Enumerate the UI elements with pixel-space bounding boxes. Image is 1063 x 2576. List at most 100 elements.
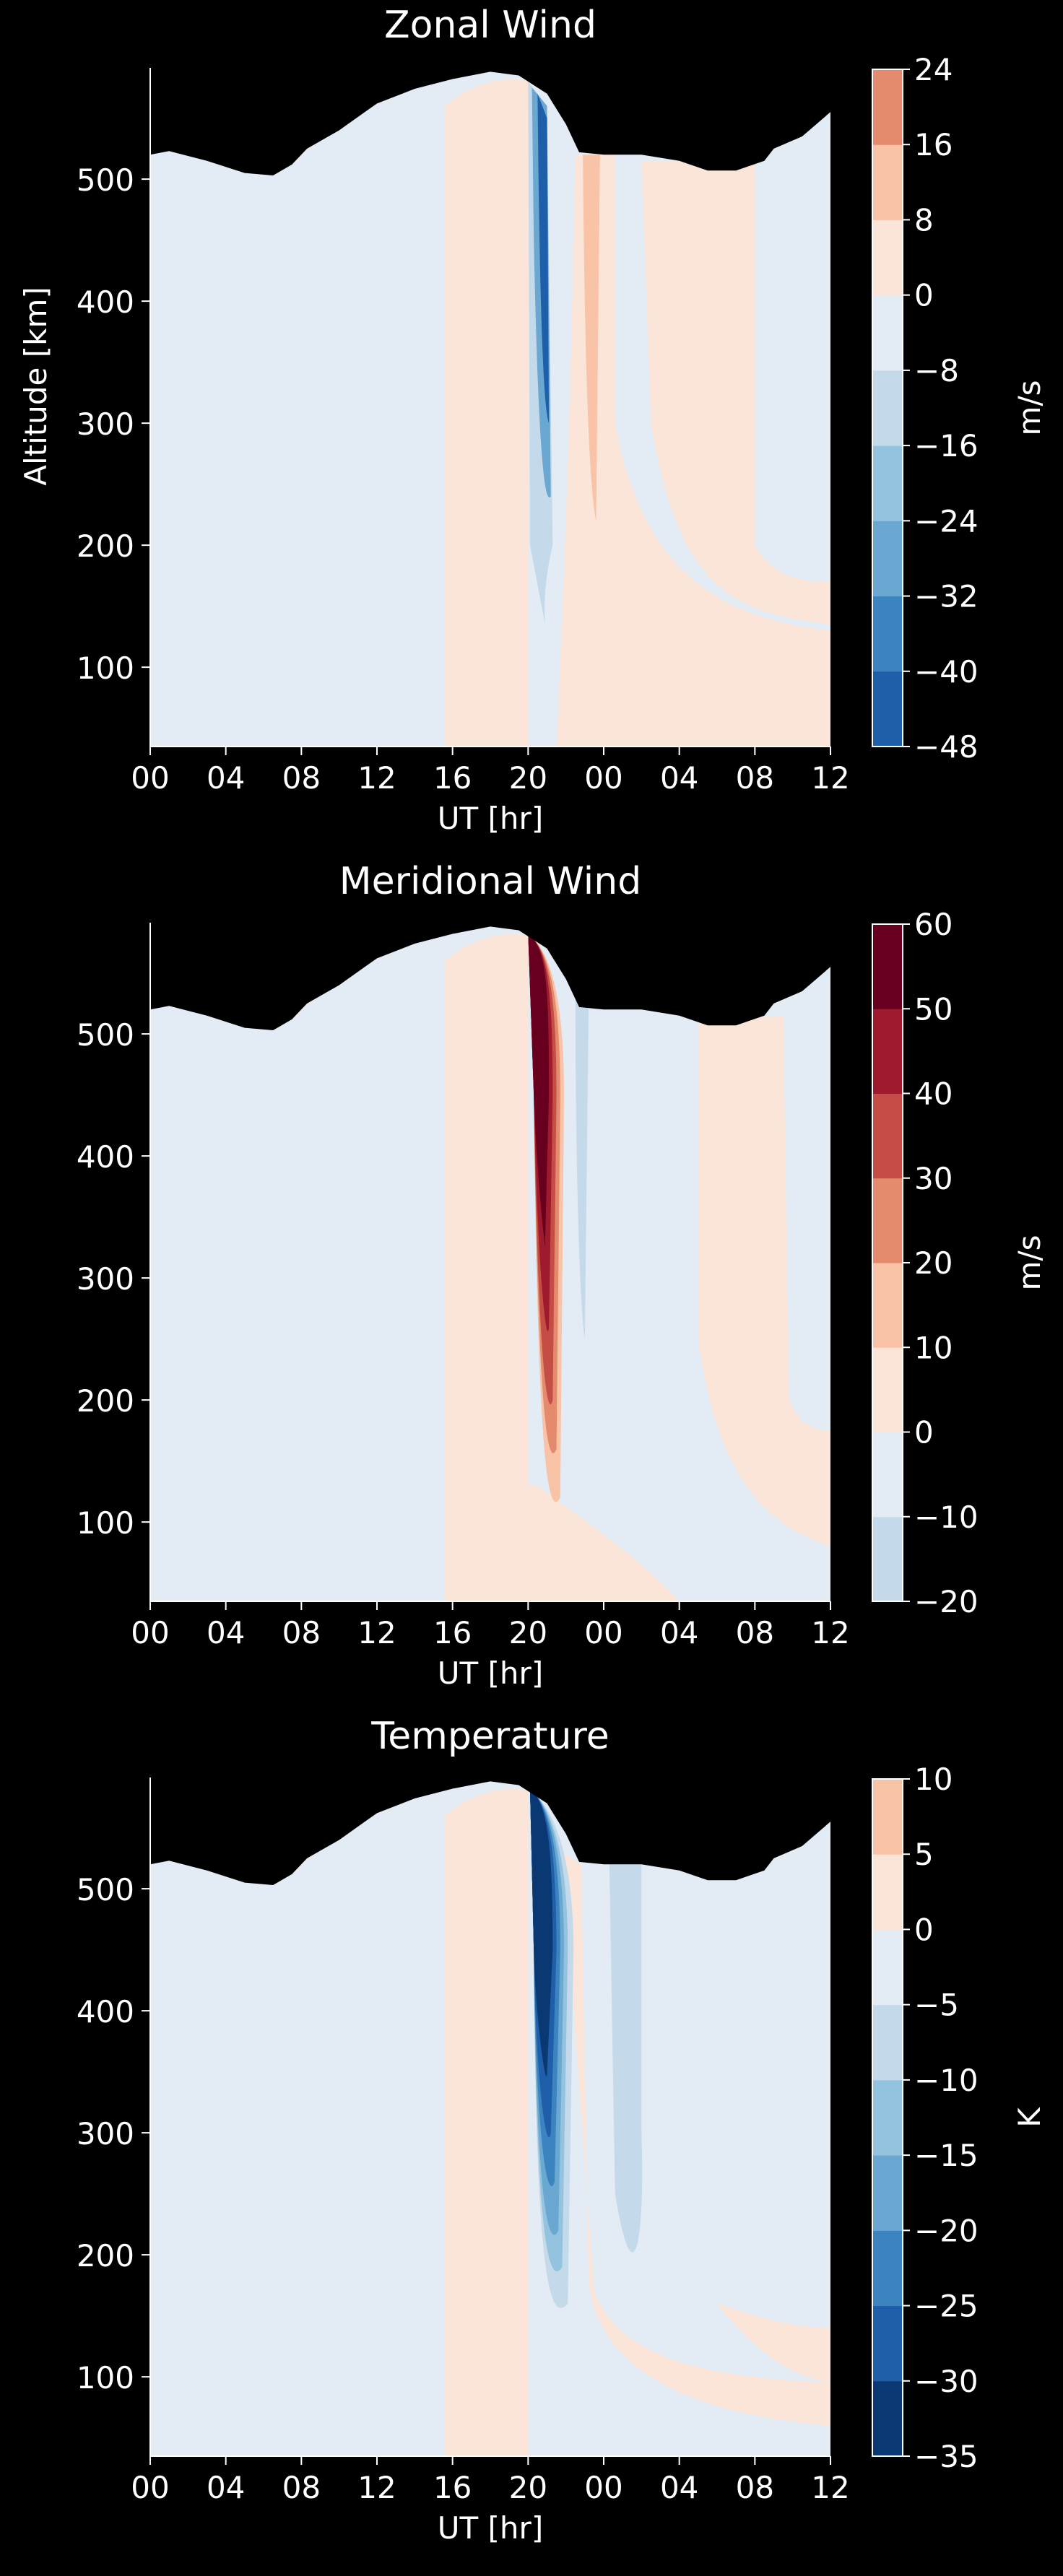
- colorbar-band: [872, 219, 903, 296]
- colorbar-tick-label: 30: [914, 1161, 953, 1196]
- x-tick-label: 00: [131, 1615, 169, 1650]
- colorbar-band: [872, 370, 903, 446]
- chart-title: Zonal Wind: [384, 4, 596, 47]
- colorbar-tick-label: 0: [914, 278, 934, 313]
- colorbar-tick-label: −25: [914, 2289, 979, 2324]
- x-axis-label: UT [hr]: [438, 2510, 543, 2546]
- x-tick-label: 08: [736, 2470, 774, 2505]
- contour-band: [445, 79, 529, 747]
- colorbar-tick-label: −48: [914, 729, 979, 765]
- colorbar-tick-label: −10: [914, 1500, 979, 1535]
- upper-boundary-mask: [150, 68, 830, 176]
- colorbar-tick-label: −16: [914, 428, 979, 464]
- contour-band: [445, 1485, 680, 1601]
- contour-band: [537, 93, 550, 424]
- colorbar-tick-label: −30: [914, 2364, 979, 2399]
- x-tick-label: 08: [282, 2470, 321, 2505]
- x-tick-label: 00: [131, 760, 169, 796]
- colorbar-tick-label: 0: [914, 1415, 934, 1450]
- x-tick-label: 08: [282, 1615, 321, 1650]
- x-tick-label: 00: [584, 760, 622, 796]
- x-tick-label: 08: [736, 760, 774, 796]
- contour-band: [641, 160, 830, 625]
- colorbar-tick-label: 5: [914, 1837, 934, 1872]
- contour-band: [575, 985, 589, 1339]
- x-tick-label: 20: [509, 760, 547, 796]
- colorbar-tick-label: 60: [914, 907, 953, 942]
- contour-band: [609, 1864, 643, 2253]
- x-tick-label: 12: [357, 1615, 396, 1650]
- contour-band: [556, 155, 830, 747]
- colorbar-band: [872, 1347, 903, 1432]
- contour-band: [717, 2303, 830, 2383]
- colorbar-band: [872, 2004, 903, 2081]
- colorbar-band: [872, 1009, 903, 1094]
- colorbar-band: [872, 596, 903, 672]
- x-tick-label: 12: [357, 2470, 396, 2505]
- colorbar-band: [872, 1516, 903, 1602]
- contour-band: [698, 1015, 830, 1546]
- colorbar-tick-label: −10: [914, 2063, 979, 2098]
- colorbar-tick-label: −5: [914, 1988, 959, 2023]
- y-tick-label: 100: [77, 1505, 134, 1541]
- colorbar-tick-label: −32: [914, 579, 979, 614]
- colorbar-tick-label: 16: [914, 127, 953, 162]
- x-tick-label: 12: [811, 1615, 849, 1650]
- colorbar-tick-label: −20: [914, 2213, 979, 2248]
- colorbar-band: [872, 2230, 903, 2307]
- colorbar-band: [872, 69, 903, 145]
- contour-band: [445, 1788, 529, 2456]
- y-axis-label: Altitude [km]: [18, 287, 53, 485]
- colorbar-tick-label: 10: [914, 1330, 953, 1365]
- colorbar-tick-label: −24: [914, 503, 979, 539]
- contour-band: [528, 934, 550, 1246]
- x-axis-label: UT [hr]: [438, 801, 543, 836]
- y-tick-label: 200: [77, 528, 134, 564]
- colorbar-tick-label: 8: [914, 202, 934, 238]
- x-tick-label: 04: [207, 1615, 245, 1650]
- x-tick-label: 00: [584, 1615, 622, 1650]
- y-tick-label: 500: [77, 1017, 134, 1053]
- y-tick-label: 300: [77, 406, 134, 442]
- x-tick-label: 00: [584, 2470, 622, 2505]
- colorbar-band: [872, 2380, 903, 2457]
- colorbar-band: [872, 1779, 903, 1855]
- colorbar-frame: [872, 69, 903, 747]
- colorbar-label: m/s: [1012, 380, 1047, 436]
- x-tick-label: 12: [811, 760, 849, 796]
- colorbar-band: [872, 295, 903, 371]
- colorbar-tick-label: 0: [914, 1912, 934, 1947]
- x-tick-label: 04: [207, 2470, 245, 2505]
- y-tick-label: 400: [77, 1994, 134, 2029]
- colorbar-band: [872, 445, 903, 521]
- colorbar-band: [872, 1263, 903, 1348]
- x-tick-label: 20: [509, 1615, 547, 1650]
- colorbar-tick-label: −40: [914, 654, 979, 689]
- colorbar-label: K: [1012, 2107, 1047, 2128]
- x-tick-label: 16: [433, 760, 472, 796]
- colorbar-tick-label: −8: [914, 353, 959, 388]
- contour-band: [529, 1788, 550, 2016]
- colorbar-tick-label: 40: [914, 1076, 953, 1112]
- x-tick-label: 12: [811, 2470, 849, 2505]
- colorbar-label: m/s: [1012, 1235, 1047, 1291]
- x-tick-label: 04: [207, 760, 245, 796]
- colorbar-band: [872, 1093, 903, 1179]
- y-tick-label: 400: [77, 1139, 134, 1175]
- colorbar-band: [872, 2155, 903, 2231]
- colorbar-band: [872, 924, 903, 1009]
- x-axis-label: UT [hr]: [438, 1655, 543, 1691]
- colorbar-tick-label: 24: [914, 52, 953, 87]
- contour-band: [445, 934, 529, 1601]
- x-tick-label: 12: [357, 760, 396, 796]
- x-tick-label: 08: [736, 1615, 774, 1650]
- y-tick-label: 300: [77, 1261, 134, 1297]
- colorbar-band: [872, 2079, 903, 2156]
- colorbar-band: [872, 144, 903, 220]
- colorbar-band: [872, 1929, 903, 2006]
- colorbar-band: [872, 671, 903, 747]
- upper-boundary-mask: [150, 1777, 830, 1886]
